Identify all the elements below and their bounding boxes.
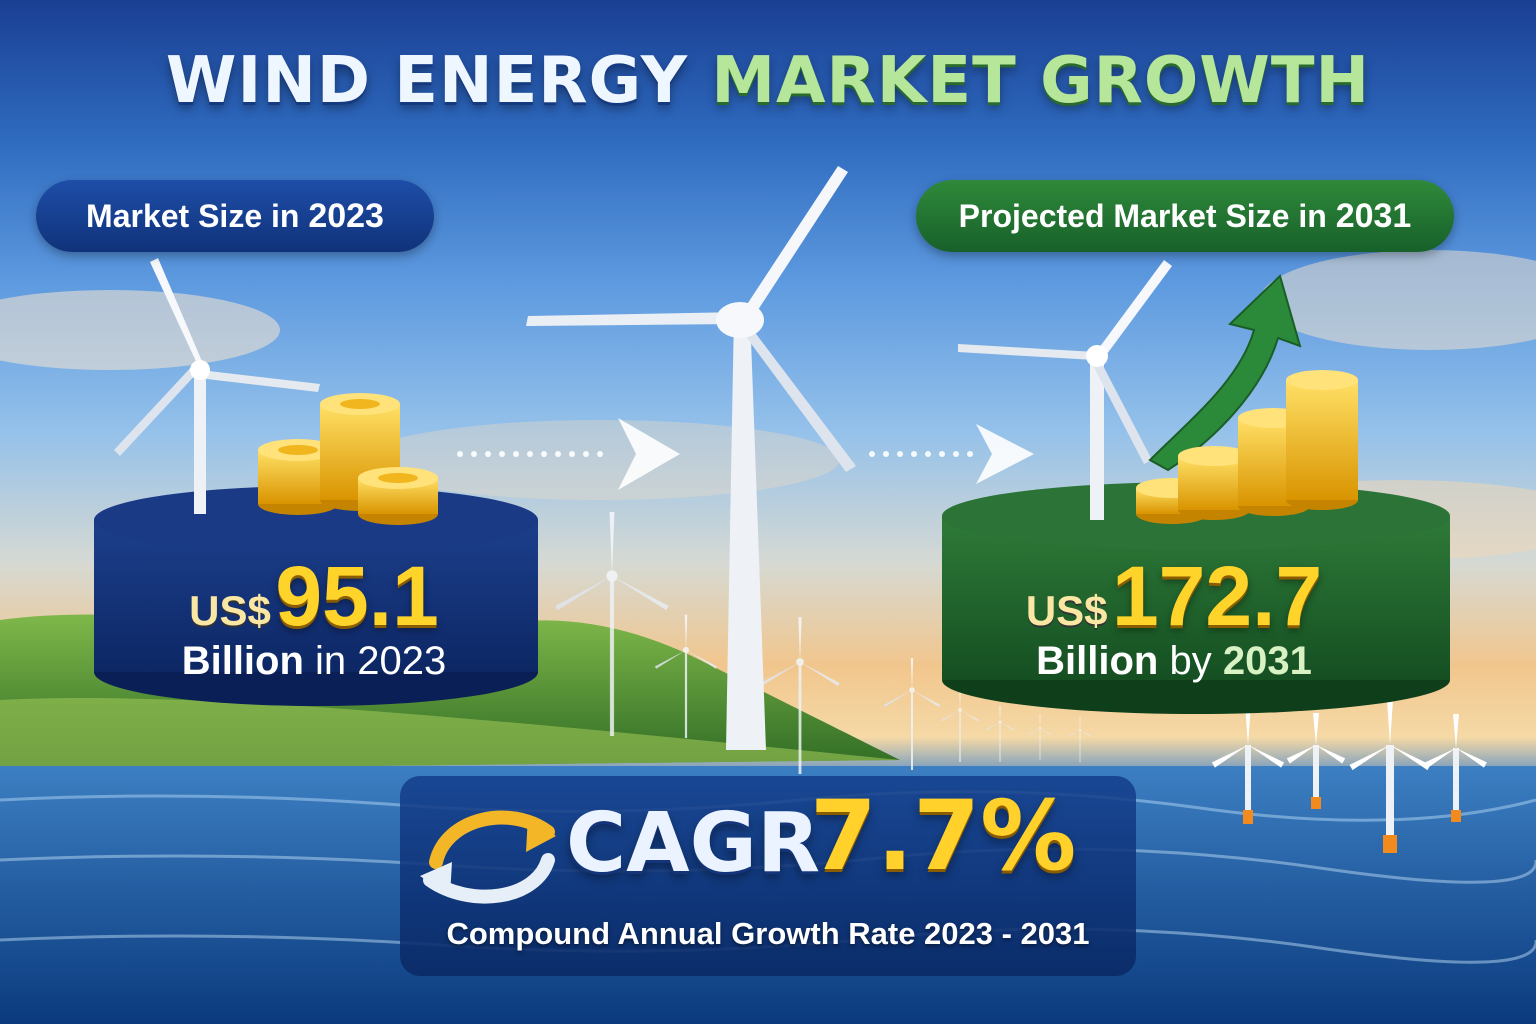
left-market-value: US$ 95.1 Billion in 2023 (120, 548, 508, 684)
left-label-text: Market Size in (86, 198, 300, 234)
left-unit: Billion (181, 639, 304, 683)
left-wind-turbine-icon (114, 258, 320, 514)
right-unit: Billion (1036, 639, 1159, 683)
right-wind-turbine-icon (958, 260, 1172, 520)
left-label-year: 2023 (308, 197, 384, 235)
left-currency: US$ (189, 587, 271, 634)
right-market-value: US$ 172.7 Billion by 2031 (964, 548, 1384, 684)
title-part-2: MARKET GROWTH (711, 44, 1371, 118)
right-coin-stack-icon (1136, 370, 1358, 524)
cagr-panel (400, 776, 1136, 976)
market-size-2023-label: Market Size in 2023 (36, 180, 434, 252)
projected-market-size-label: Projected Market Size in 2031 (916, 180, 1454, 252)
right-market-disc (942, 482, 1450, 714)
right-suffix-year: 2031 (1222, 639, 1312, 683)
cagr-caption: Compound Annual Growth Rate 2023 - 2031 (446, 916, 1090, 951)
left-suffix: in 2023 (315, 639, 447, 683)
cycle-arrows-icon (420, 810, 556, 904)
offshore-turbine-icon (1211, 700, 1487, 853)
right-value: 172.7 (1111, 549, 1323, 643)
center-wind-turbine-icon (526, 166, 856, 750)
cagr-value: 7.7% (810, 780, 1077, 892)
title-part-1: WIND ENERGY (165, 44, 689, 118)
cagr-label: CAGR (566, 796, 821, 891)
right-currency: US$ (1025, 587, 1108, 634)
growth-arrow-icon (1148, 274, 1302, 472)
right-label-year: 2031 (1335, 197, 1412, 235)
dotted-arrow-icon (457, 418, 1034, 490)
right-suffix-word: by (1169, 639, 1212, 683)
left-coin-stack-icon (258, 393, 438, 525)
right-label-text: Projected Market Size in (958, 198, 1327, 234)
page-title: WIND ENERGY MARKET GROWTH (0, 44, 1536, 118)
left-value: 95.1 (275, 549, 439, 643)
